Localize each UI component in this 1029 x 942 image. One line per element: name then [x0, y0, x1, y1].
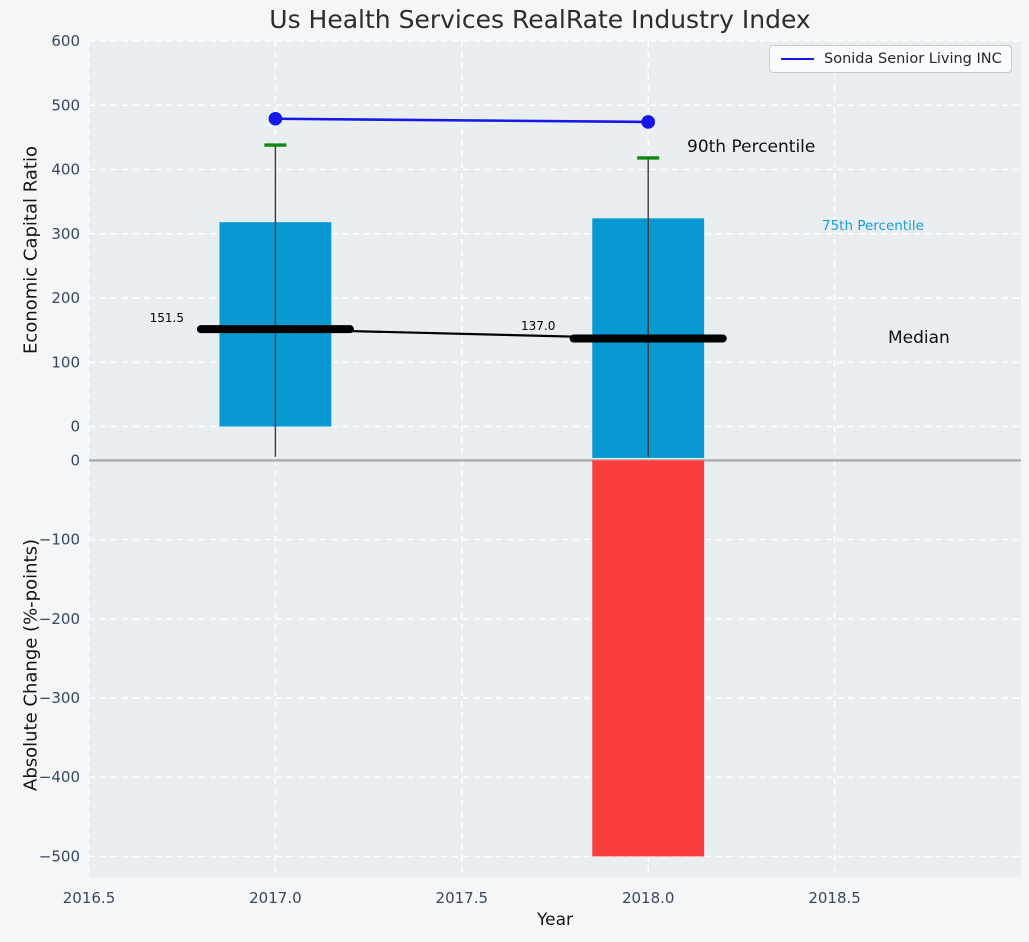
y-tick-label: 100: [51, 353, 80, 371]
y-tick-label: 400: [51, 161, 80, 179]
company-line: [275, 117, 649, 124]
y-tick-label: 0: [70, 451, 80, 469]
y-tick-label: −400: [39, 768, 80, 786]
x-tick-label: 2018.5: [808, 889, 861, 907]
annotation-median: Median: [888, 328, 950, 348]
x-tick-label: 2017.0: [249, 889, 302, 907]
x-axis-label: Year: [537, 910, 573, 930]
y-axis-label-bottom: Absolute Change (%-points): [20, 539, 42, 791]
y-tick-label: 600: [51, 32, 80, 50]
x-tick-label: 2017.5: [436, 889, 489, 907]
y-tick-label: −200: [39, 610, 80, 628]
annotation-90th-percentile: 90th Percentile: [687, 137, 816, 157]
y-tick-label: −100: [39, 531, 80, 549]
y-axis-label-top: Economic Capital Ratio: [20, 146, 42, 354]
chart-title: Us Health Services RealRate Industry Ind…: [269, 5, 811, 34]
median-value-label-2018: 137.0: [521, 319, 556, 333]
legend-entry-label: Sonida Senior Living INC: [824, 51, 1002, 67]
y-tick-label: 300: [51, 225, 80, 243]
company-point: [268, 111, 283, 126]
median-value-label-2017: 151.5: [149, 311, 184, 325]
y-tick-label: 0: [70, 418, 80, 436]
plot-background: [89, 41, 1021, 877]
company-point: [641, 115, 655, 129]
y-tick-label: −500: [39, 847, 80, 865]
legend-line-sample: [781, 58, 814, 60]
y-tick-label: 200: [51, 289, 80, 307]
y-tick-label: −300: [39, 689, 80, 707]
y-tick-label: 500: [51, 96, 80, 114]
legend: Sonida Senior Living INC: [769, 45, 1012, 73]
annotation-75th-percentile: 75th Percentile: [822, 218, 924, 234]
x-tick-label: 2016.5: [63, 889, 116, 907]
change-bar: [592, 460, 705, 857]
x-tick-label: 2018.0: [622, 889, 675, 907]
